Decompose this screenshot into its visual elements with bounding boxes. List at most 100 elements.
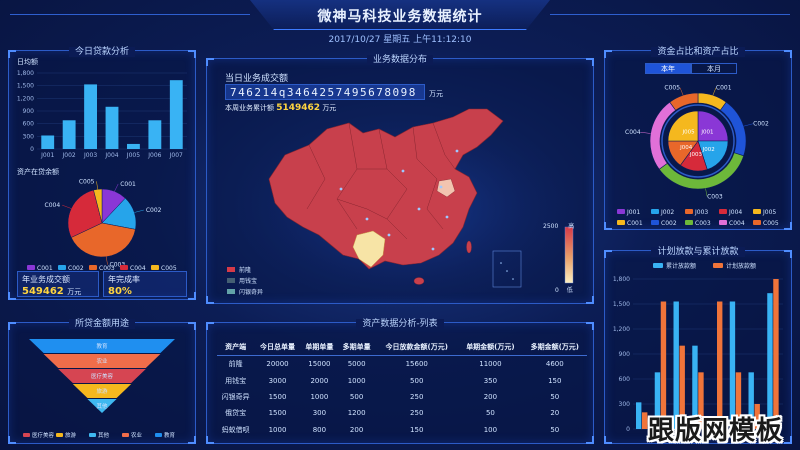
bar-J004 xyxy=(105,106,119,149)
table-header-cell: 单期金额(万元) xyxy=(458,339,523,356)
bar-J007 xyxy=(169,80,183,149)
legend-label: J003 xyxy=(694,209,708,216)
table-cell: 11000 xyxy=(479,360,502,369)
donut-inner-label: J001 xyxy=(700,130,713,136)
table-cell: 3000 xyxy=(268,376,287,385)
slice-label: C003 xyxy=(110,262,126,269)
table-cell: 500 xyxy=(410,376,424,385)
legend-swatch xyxy=(56,433,63,437)
slice-label: C004 xyxy=(45,202,61,209)
legend-label: J005 xyxy=(762,209,776,216)
y-tick-label: 1,800 xyxy=(613,276,630,283)
table-cell: 150 xyxy=(548,376,562,385)
table-cell: 50 xyxy=(485,409,495,418)
bar-0-1 xyxy=(654,372,661,429)
bar-1-3 xyxy=(698,372,704,429)
donut-slice-J005 xyxy=(667,110,699,142)
legend-swatch xyxy=(753,220,761,225)
legend-swatch xyxy=(122,433,129,437)
donut-inner-label: J003 xyxy=(689,152,703,158)
bar-1-1 xyxy=(660,301,667,429)
donut-inner-label: J002 xyxy=(702,147,715,153)
map-legend-item[interactable]: 用钱宝 xyxy=(227,276,263,285)
table-cell: 200 xyxy=(483,392,498,401)
y-tick-label: 900 xyxy=(23,108,35,115)
daily-loan-panel: 今日贷款分析 日均额 0 300 600 900 1,200 1,500 1,800 J001… xyxy=(8,47,196,300)
funnel-label: 教育 xyxy=(96,342,108,350)
header: 微神马科技业务数据统计 2017/10/27 星期五 上午11:12:10 xyxy=(0,0,800,50)
yearly-volume-unit: 万元 xyxy=(67,288,82,296)
table-cell: 1000 xyxy=(310,392,329,401)
table-header-cell: 资产端 xyxy=(217,339,255,356)
legend-label: J002 xyxy=(660,209,674,216)
x-tick-label: J007 xyxy=(169,152,183,159)
funnel-level-2 xyxy=(58,369,146,383)
table-cell: 1500 xyxy=(268,392,287,401)
table-cell: 5000 xyxy=(347,360,366,369)
table-row[interactable]: 闪银奇异 1500 1000 500 250 200 50 xyxy=(217,389,587,405)
donut-outer-label: C004 xyxy=(625,129,641,136)
donut-slice-C005 xyxy=(669,92,699,111)
legend-swatch xyxy=(120,265,128,270)
table-cell: 100 xyxy=(483,425,498,434)
asset-table-panel: 资产数据分析-列表 资产端 今日总单量 单期单量 多期单量 今日放款金额(万元) 单期金额… xyxy=(206,319,594,444)
table-cell: 250 xyxy=(410,409,424,418)
table-cell: 1000 xyxy=(347,376,366,385)
y-tick-label: 900 xyxy=(619,351,631,358)
x-tick-label: J003 xyxy=(83,152,97,159)
bar-1-0 xyxy=(642,412,648,429)
legend-swatch xyxy=(155,433,162,437)
map-scale-max: 2500 高 xyxy=(543,223,575,230)
legend-label: 教育 xyxy=(164,431,176,439)
donut-leader xyxy=(679,87,684,96)
cumulative-label: 本周业务累计额 xyxy=(225,104,274,112)
table-cell: 4600 xyxy=(545,360,564,369)
table-cell: 俄贷宝 xyxy=(225,409,247,418)
legend-label: C001 xyxy=(627,220,643,227)
legend-swatch xyxy=(713,263,723,268)
y-tick-label: 300 xyxy=(619,401,631,408)
legend-swatch xyxy=(227,267,235,272)
donut-separator xyxy=(661,104,735,178)
table-cell: 1500 xyxy=(268,409,287,418)
legend-label: C004 xyxy=(729,220,745,227)
table-row[interactable]: 用钱宝 3000 2000 1000 500 350 150 xyxy=(217,372,587,388)
table-row[interactable]: 蚂蚁借呗 1000 800 200 150 100 50 xyxy=(217,422,587,438)
table-cell: 蚂蚁借呗 xyxy=(221,425,250,434)
completion-rate-box: 年完成率 80% xyxy=(103,271,187,297)
donut-outer-label: C003 xyxy=(707,193,723,200)
tab-this-month[interactable]: 本月 xyxy=(691,63,737,74)
business-map-panel: 业务数据分布 当日业务成交额 746214q3464257495678098 万… xyxy=(206,55,595,305)
slice-leader xyxy=(106,256,108,265)
y-tick-label: 600 xyxy=(619,376,631,383)
table-row[interactable]: 俄贷宝 1500 300 1200 250 50 20 xyxy=(217,405,587,421)
slice-leader xyxy=(114,183,119,192)
today-volume-unit: 万元 xyxy=(429,90,443,98)
table-cell: 1200 xyxy=(347,409,366,418)
x-tick-label: J005 xyxy=(126,152,140,159)
bar-J006 xyxy=(148,120,162,149)
table-row[interactable]: 前隆 20000 15000 5000 15600 11000 4600 xyxy=(217,356,587,373)
yearly-volume-label: 年业务成交额 xyxy=(22,275,70,284)
china-map[interactable] xyxy=(207,59,595,305)
map-legend-item[interactable]: 闪银奇异 xyxy=(227,287,263,296)
table-header-cell: 单期单量 xyxy=(300,339,338,356)
tab-this-year[interactable]: 本年 xyxy=(645,63,691,74)
table-cell: 250 xyxy=(410,392,424,401)
legend-label: J004 xyxy=(728,209,742,216)
legend-label: 计划放款额 xyxy=(726,262,756,270)
legend-swatch xyxy=(719,220,727,225)
table-cell: 500 xyxy=(349,392,364,401)
legend-label: 医疗美容 xyxy=(32,431,55,439)
map-color-scale xyxy=(564,226,574,284)
legend-swatch xyxy=(151,265,159,270)
funnel-label: 农业 xyxy=(96,357,108,365)
slice-label: C005 xyxy=(79,178,95,185)
y-tick-label: 0 xyxy=(30,146,34,153)
legend-swatch xyxy=(651,209,659,214)
x-tick-label: J004 xyxy=(104,152,118,159)
map-legend-item[interactable]: 前隆 xyxy=(227,265,263,274)
legend-swatch xyxy=(227,289,235,294)
bar-0-2 xyxy=(673,301,679,429)
loan-balance-pie-chart: C001 C002 C003 C004 C005 C001 C002 C003 C004 C005 xyxy=(27,178,177,272)
